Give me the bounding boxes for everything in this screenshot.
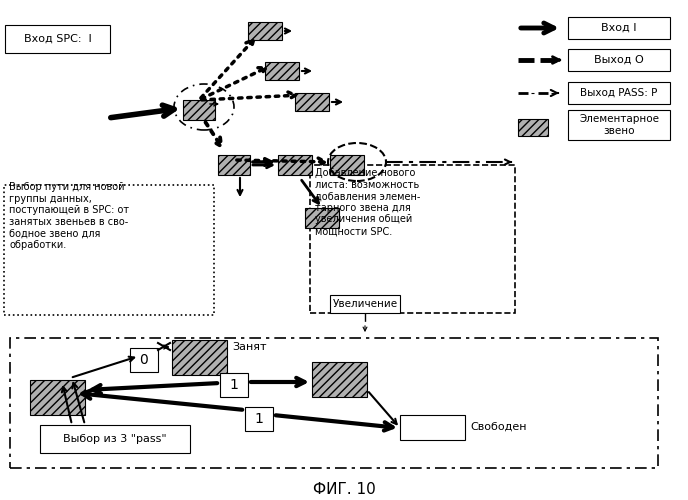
Text: Занят: Занят <box>232 342 266 352</box>
Text: Элементарное
звено: Элементарное звено <box>579 114 659 136</box>
Bar <box>220 373 248 397</box>
Text: Выбор из 3 "pass": Выбор из 3 "pass" <box>63 434 166 444</box>
Bar <box>218 155 250 175</box>
Bar <box>305 208 339 228</box>
Bar <box>568 17 670 39</box>
Bar <box>40 425 190 453</box>
Bar <box>310 165 515 313</box>
Text: 1: 1 <box>255 412 264 426</box>
Text: Выход PASS: P: Выход PASS: P <box>580 88 658 98</box>
Text: Добавление нового
листа: возможность
добавления элемен-
тарного звена для
увелич: Добавление нового листа: возможность доб… <box>315 168 420 236</box>
Text: 1: 1 <box>230 378 239 392</box>
Bar <box>248 22 282 40</box>
Bar <box>245 407 273 431</box>
Bar <box>172 340 227 375</box>
Bar <box>278 155 312 175</box>
Bar <box>5 25 110 53</box>
Text: Вход SPC:  I: Вход SPC: I <box>23 34 92 44</box>
Text: Выбор пути для новой
группы данных,
поступающей в SPC: от
занятых звеньев в сво-: Выбор пути для новой группы данных, пост… <box>9 182 129 250</box>
Bar <box>30 380 85 415</box>
Text: Увеличение: Увеличение <box>332 299 398 309</box>
Bar <box>568 49 670 71</box>
Bar <box>10 338 658 468</box>
Bar <box>518 119 548 136</box>
Bar <box>330 295 400 313</box>
Bar <box>330 155 364 175</box>
Bar <box>568 110 670 140</box>
Text: ФИГ. 10: ФИГ. 10 <box>312 482 376 498</box>
Bar <box>183 100 215 120</box>
Bar <box>400 415 465 440</box>
Bar <box>265 62 299 80</box>
Bar <box>312 362 367 397</box>
Text: Выход O: Выход O <box>594 55 644 65</box>
Text: 0: 0 <box>140 353 149 367</box>
Text: Вход I: Вход I <box>601 23 637 33</box>
Bar <box>295 93 329 111</box>
Bar <box>568 82 670 104</box>
Bar <box>4 185 214 315</box>
Text: Свободен: Свободен <box>470 422 526 432</box>
Bar <box>130 348 158 372</box>
